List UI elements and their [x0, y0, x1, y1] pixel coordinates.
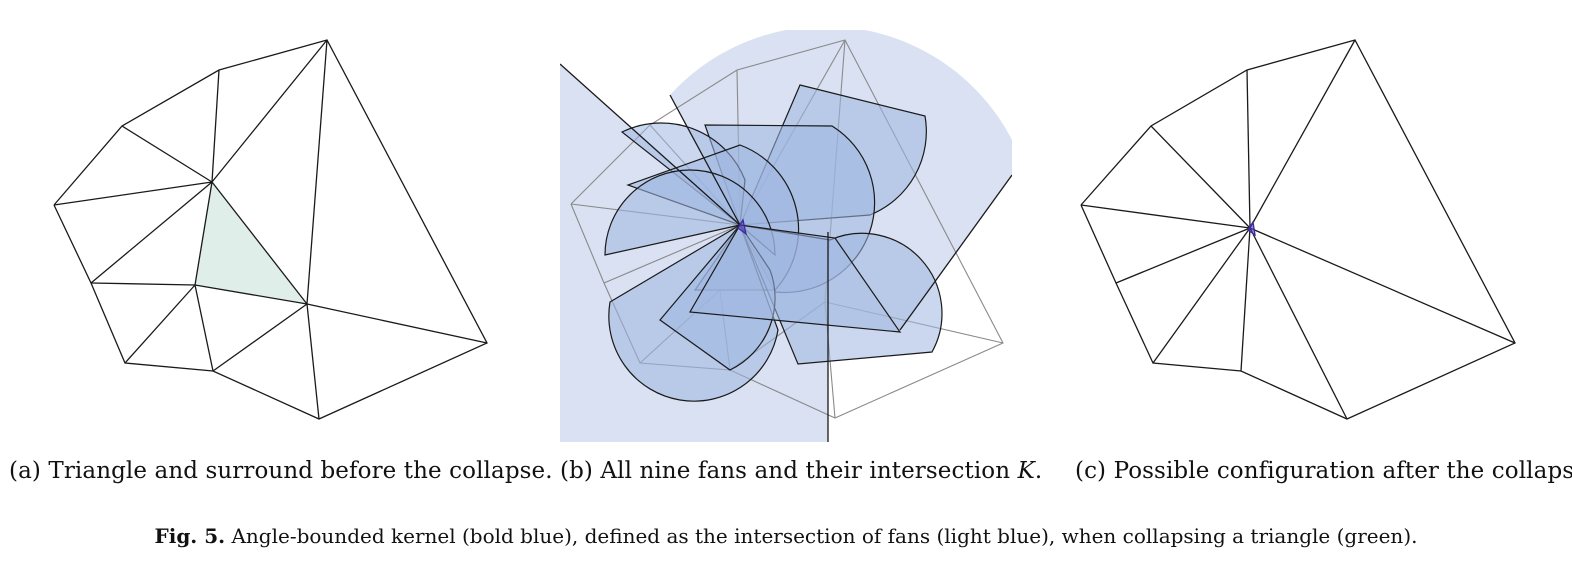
subcaption-a-text: Triangle and surround before the collaps… — [48, 458, 553, 484]
subcaption-b-tag: (b) — [560, 458, 593, 484]
subcaption-b-text: All nine fans and their intersection — [600, 458, 1018, 484]
figure-label: Fig. 5. — [154, 524, 226, 548]
kernel-vertex — [1247, 220, 1256, 237]
fans — [604, 84, 943, 402]
fan-5 — [604, 169, 776, 257]
subcaption-b-tail: . — [1034, 458, 1043, 484]
fans-and-kernel — [560, 30, 1012, 442]
mesh-edges — [53, 39, 488, 420]
fan-9 — [689, 224, 902, 333]
figure-caption-text: Angle-bounded kernel (bold blue), define… — [231, 524, 1418, 548]
subcaption-c: (c) Possible configuration after the col… — [1075, 458, 1572, 484]
subcaption-c-tag: (c) — [1075, 458, 1107, 484]
mesh-edges-after — [1080, 39, 1516, 420]
panel-a-figure — [0, 0, 520, 450]
mesh-after-collapse — [1080, 39, 1516, 420]
figure-caption: Fig. 5. Angle-bounded kernel (bold blue)… — [0, 524, 1572, 548]
collapsed-triangle — [195, 182, 307, 304]
kernel-K — [737, 218, 747, 236]
subcaption-b: (b) All nine fans and their intersection… — [560, 458, 1042, 484]
subcaption-a-tag: (a) — [9, 458, 41, 484]
panel-c-figure — [1070, 0, 1570, 450]
subcaption-b-symbol: K — [1017, 458, 1035, 484]
mesh-before-collapse — [53, 39, 488, 420]
subcaption-a: (a) Triangle and surround before the col… — [9, 458, 553, 484]
subcaption-c-text: Possible configuration after the collaps… — [1113, 458, 1572, 484]
fan-boundaries — [560, 63, 1012, 442]
panel-b-figure — [560, 30, 1012, 442]
